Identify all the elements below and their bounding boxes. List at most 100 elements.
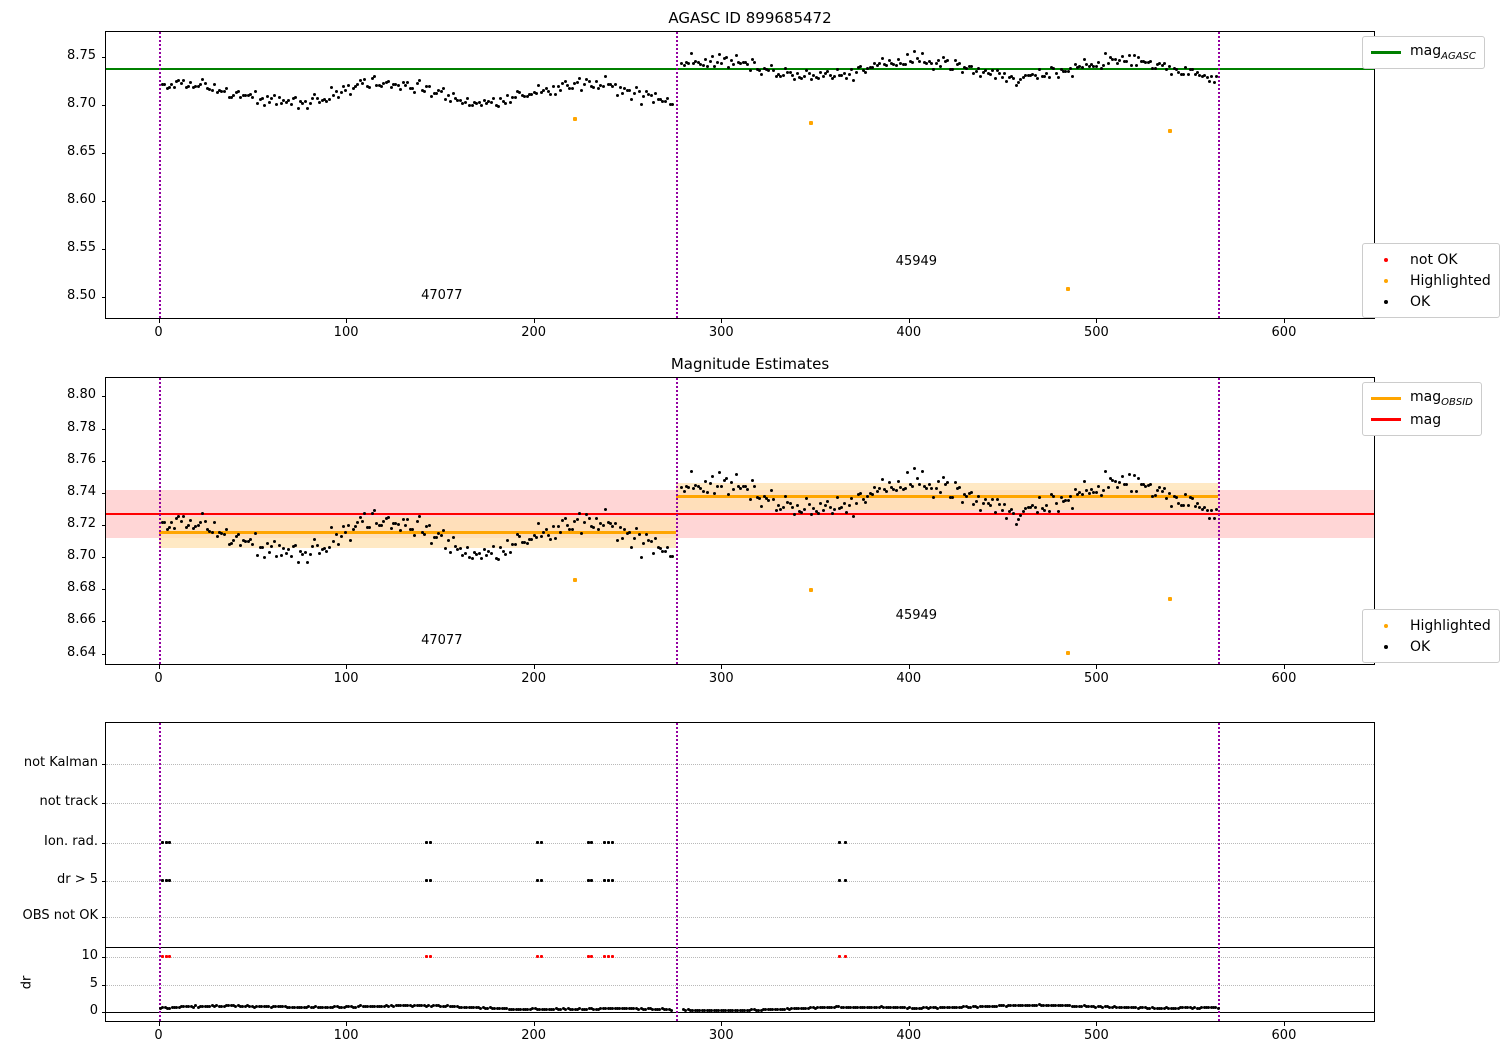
panel1-legend-bottom[interactable]: not OK Highlighted OK [1362, 243, 1500, 318]
data-point-ok [967, 491, 971, 495]
legend-label: OK [1410, 638, 1431, 655]
dr-data-point [1179, 1006, 1183, 1010]
x-tick-mark [158, 1022, 160, 1026]
dr-data-point [1023, 1003, 1027, 1007]
data-point-ok [637, 533, 641, 537]
data-point-ok [715, 484, 719, 488]
data-point-ok [265, 95, 269, 99]
dr-data-point [630, 1006, 634, 1010]
data-point-ok [1184, 66, 1188, 70]
dr-data-point [271, 1005, 275, 1009]
data-point-ok [1177, 71, 1181, 75]
dr-data-point [967, 1005, 971, 1009]
flag-marker-dr-gt5 [607, 879, 611, 882]
data-point-ok [946, 481, 950, 485]
dr-data-point [714, 1009, 718, 1013]
data-point-ok [628, 88, 632, 92]
dr-data-point [387, 1004, 391, 1008]
dr-data-point [394, 1004, 398, 1008]
data-point-ok [1101, 488, 1105, 492]
data-point-ok [1043, 75, 1047, 79]
dr-data-point [469, 1006, 473, 1010]
data-point-ok [781, 505, 785, 509]
data-point-ok [1214, 507, 1218, 511]
data-point-ok [932, 496, 936, 500]
data-point-ok [606, 82, 610, 86]
data-point-ok [456, 98, 460, 102]
dr-data-point [1188, 1006, 1192, 1010]
x-tick-mark [533, 665, 535, 669]
flag-marker-not-ok [168, 955, 172, 958]
data-point-ok [651, 552, 655, 556]
data-point-ok [1132, 473, 1136, 477]
dr-data-point [175, 1005, 179, 1009]
y-tick-mark [102, 764, 106, 765]
data-point-ok [184, 526, 188, 530]
dr-data-point [432, 1004, 436, 1008]
data-point-highlighted [1066, 650, 1071, 655]
dr-data-point [856, 1005, 860, 1009]
dr-data-point [927, 1006, 930, 1010]
data-point-ok [1052, 494, 1056, 498]
data-point-ok [380, 84, 384, 88]
data-point-ok [244, 94, 248, 98]
dr-data-point [731, 1009, 735, 1013]
dr-data-point [1002, 1004, 1006, 1008]
panel2-legend-top[interactable]: magOBSID mag [1362, 382, 1482, 436]
data-point-ok [608, 83, 612, 87]
data-point-ok [755, 67, 759, 71]
dr-data-point [578, 1006, 582, 1010]
data-point-ok [856, 492, 860, 496]
dr-data-point [717, 1009, 721, 1013]
data-point-ok [337, 95, 341, 99]
dr-data-point [903, 1006, 907, 1010]
panel2-legend-bottom[interactable]: Highlighted OK [1362, 609, 1500, 663]
data-point-ok [762, 67, 766, 70]
data-point-ok [824, 72, 827, 76]
data-point-ok [406, 517, 410, 521]
x-tick-label: 0 [154, 1028, 163, 1043]
dr-data-point [606, 1006, 610, 1010]
data-point-ok [866, 495, 870, 499]
data-point-ok [859, 65, 863, 69]
data-point-ok [248, 92, 252, 96]
data-point-ok [955, 487, 959, 491]
dr-data-point [533, 1007, 537, 1011]
data-point-ok [849, 496, 853, 500]
data-point-ok [175, 80, 179, 84]
flag-marker-ion-rad [535, 841, 539, 844]
y-tick-mark [102, 396, 106, 398]
data-point-ok [654, 92, 658, 96]
x-tick-label: 400 [896, 325, 922, 340]
data-point-ok [611, 525, 615, 529]
data-point-ok [587, 80, 591, 84]
data-point-ok [582, 521, 586, 525]
y-tick-label: 8.50 [67, 287, 96, 303]
data-point-ok [194, 524, 198, 528]
dr-data-point [234, 1004, 238, 1008]
dr-data-point [745, 1008, 749, 1012]
dr-data-point [853, 1005, 857, 1009]
data-point-ok [1097, 484, 1101, 488]
data-point-ok [580, 89, 584, 93]
data-point-ok [423, 90, 427, 94]
y-tick-mark [102, 1012, 106, 1013]
data-point-ok [1134, 489, 1138, 493]
dr-data-point [1131, 1006, 1135, 1010]
data-point-ok [487, 100, 491, 103]
data-point-ok [880, 57, 884, 61]
dr-data-point [446, 1004, 450, 1008]
panel1-legend-top[interactable]: magAGASC [1362, 36, 1485, 69]
data-point-ok [767, 498, 771, 502]
dr-data-point [182, 1005, 186, 1009]
data-point-ok [856, 65, 860, 69]
data-point-ok [310, 545, 314, 549]
data-point-ok [632, 536, 636, 540]
data-point-ok [1035, 511, 1039, 515]
dr-data-point [246, 1004, 250, 1008]
flag-marker-not-ok [590, 955, 594, 958]
dr-data-point [740, 1009, 744, 1012]
data-point-ok [713, 65, 717, 69]
data-point-ok [1123, 60, 1127, 64]
